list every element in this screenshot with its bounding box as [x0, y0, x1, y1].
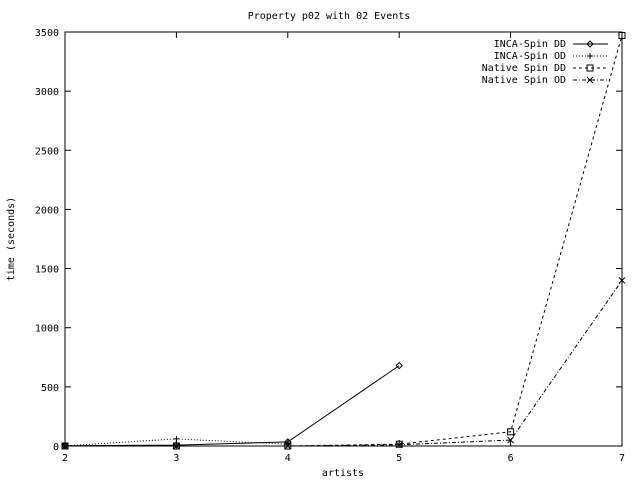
y-tick-label: 1500 [35, 265, 59, 276]
y-tick-label: 1000 [35, 324, 59, 335]
data-point [173, 435, 180, 442]
y-tick-label: 3000 [35, 87, 59, 98]
x-tick-label: 4 [285, 453, 291, 464]
data-point [586, 76, 594, 84]
data-point [173, 442, 180, 450]
series-native-spin-dd [61, 32, 626, 450]
x-axis: 2 3 4 5 6 7 [62, 32, 625, 464]
data-point [395, 441, 403, 449]
y-axis: 0 500 1000 1500 2000 2500 3000 3500 [35, 28, 622, 453]
data-point [586, 64, 594, 72]
chart-title: Property p02 with 02 Events [248, 11, 411, 22]
y-axis-label: time (seconds) [6, 197, 17, 281]
x-tick-label: 5 [396, 453, 402, 464]
legend-label: INCA-Spin DD [494, 39, 566, 50]
data-point [395, 440, 403, 448]
data-point [586, 40, 594, 48]
data-point [618, 277, 626, 284]
x-axis-label: artists [322, 468, 364, 479]
x-tick-label: 2 [62, 453, 68, 464]
series-line [64, 365, 400, 447]
legend-label: INCA-Spin OD [494, 51, 566, 62]
data-point [507, 436, 514, 444]
x-tick-label: 3 [173, 453, 179, 464]
data-point [507, 428, 515, 436]
x-tick-label: 7 [619, 453, 625, 464]
y-tick-label: 3500 [35, 28, 59, 39]
data-point [587, 53, 593, 59]
y-tick-label: 2500 [35, 146, 59, 157]
series-native-spin-od [61, 277, 626, 450]
y-tick-label: 2000 [35, 205, 59, 216]
y-tick-label: 500 [41, 383, 59, 394]
legend-label: Native Spin OD [482, 75, 566, 86]
data-point [395, 361, 403, 370]
series-layer [61, 32, 626, 450]
legend-label: Native Spin DD [482, 63, 566, 74]
data-point [284, 442, 292, 450]
data-point [618, 32, 626, 40]
plot-frame [64, 31, 623, 447]
series-line [65, 35, 623, 447]
series-inca-spin-dd [61, 361, 403, 450]
x-tick-label: 6 [508, 453, 514, 464]
data-point [61, 442, 69, 450]
y-tick-label: 0 [53, 442, 59, 453]
series-line [65, 280, 623, 447]
